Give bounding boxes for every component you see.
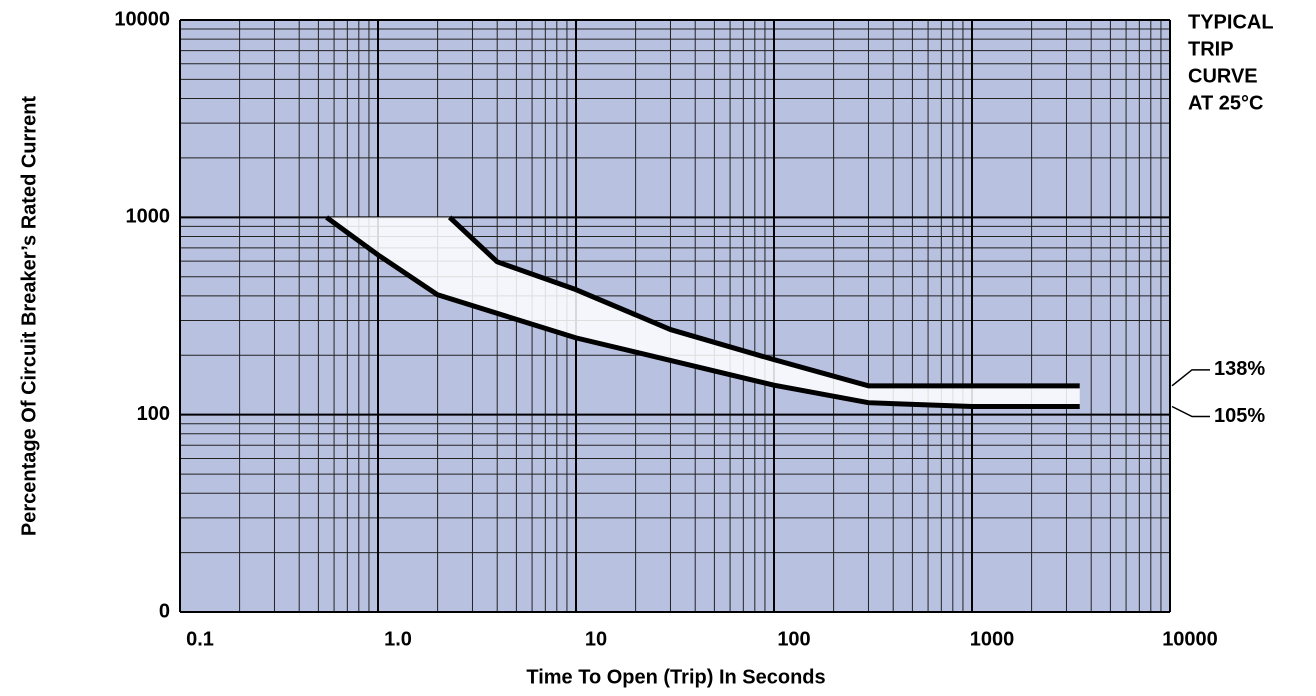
- y-tick-label: 10000: [114, 8, 170, 30]
- x-tick-label: 100: [777, 628, 810, 650]
- annotation: TYPICAL: [1188, 11, 1274, 33]
- annotation: CURVE: [1188, 65, 1258, 87]
- series-label: 105%: [1214, 405, 1265, 427]
- trip-curve: [447, 215, 1080, 389]
- x-axis-label: Time To Open (Trip) In Seconds: [526, 666, 825, 688]
- leader-line: [1171, 405, 1210, 418]
- y-axis-label: Percentage Of Circuit Breaker’s Rated Cu…: [18, 96, 40, 536]
- y-tick-label: 1000: [126, 206, 171, 228]
- series-label: 138%: [1214, 358, 1265, 380]
- x-tick-label: 1000: [970, 628, 1015, 650]
- y-tick-label: 0: [159, 600, 170, 622]
- trip-curve: [325, 215, 1080, 409]
- x-tick-label: 10000: [1162, 628, 1218, 650]
- plot-area: [180, 20, 1170, 612]
- x-tick-label: 1.0: [384, 628, 412, 650]
- y-tick-label: 100: [137, 403, 170, 425]
- annotation: AT 25°C: [1188, 92, 1263, 114]
- x-tick-label: 0.1: [186, 628, 214, 650]
- leader-line: [1171, 369, 1210, 387]
- annotation: TRIP: [1188, 38, 1234, 60]
- x-tick-label: 10: [585, 628, 607, 650]
